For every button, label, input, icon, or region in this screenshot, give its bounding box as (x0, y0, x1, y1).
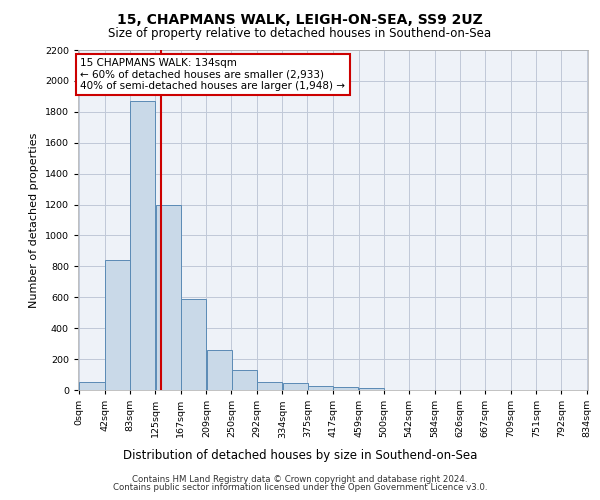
Text: Contains public sector information licensed under the Open Government Licence v3: Contains public sector information licen… (113, 484, 487, 492)
Bar (206, 350, 232, 390)
Text: 15, CHAPMANS WALK, LEIGH-ON-SEA, SS9 2UZ: 15, CHAPMANS WALK, LEIGH-ON-SEA, SS9 2UZ (117, 12, 483, 26)
Text: Contains HM Land Registry data © Crown copyright and database right 2024.: Contains HM Land Registry data © Crown c… (132, 474, 468, 484)
Text: 15 CHAPMANS WALK: 134sqm
← 60% of detached houses are smaller (2,933)
40% of sem: 15 CHAPMANS WALK: 134sqm ← 60% of detach… (80, 58, 346, 91)
Bar (283, 383, 308, 390)
Bar (79, 382, 104, 390)
Bar (359, 388, 384, 390)
Bar (257, 382, 282, 390)
Bar (232, 370, 257, 390)
Bar (333, 387, 358, 390)
Bar (105, 260, 130, 390)
Text: Distribution of detached houses by size in Southend-on-Sea: Distribution of detached houses by size … (123, 450, 477, 462)
Text: Size of property relative to detached houses in Southend-on-Sea: Size of property relative to detached ho… (109, 28, 491, 40)
Bar (181, 299, 206, 390)
Bar (155, 204, 181, 390)
Y-axis label: Number of detached properties: Number of detached properties (29, 132, 40, 308)
Bar (308, 386, 333, 390)
Bar (130, 101, 155, 390)
